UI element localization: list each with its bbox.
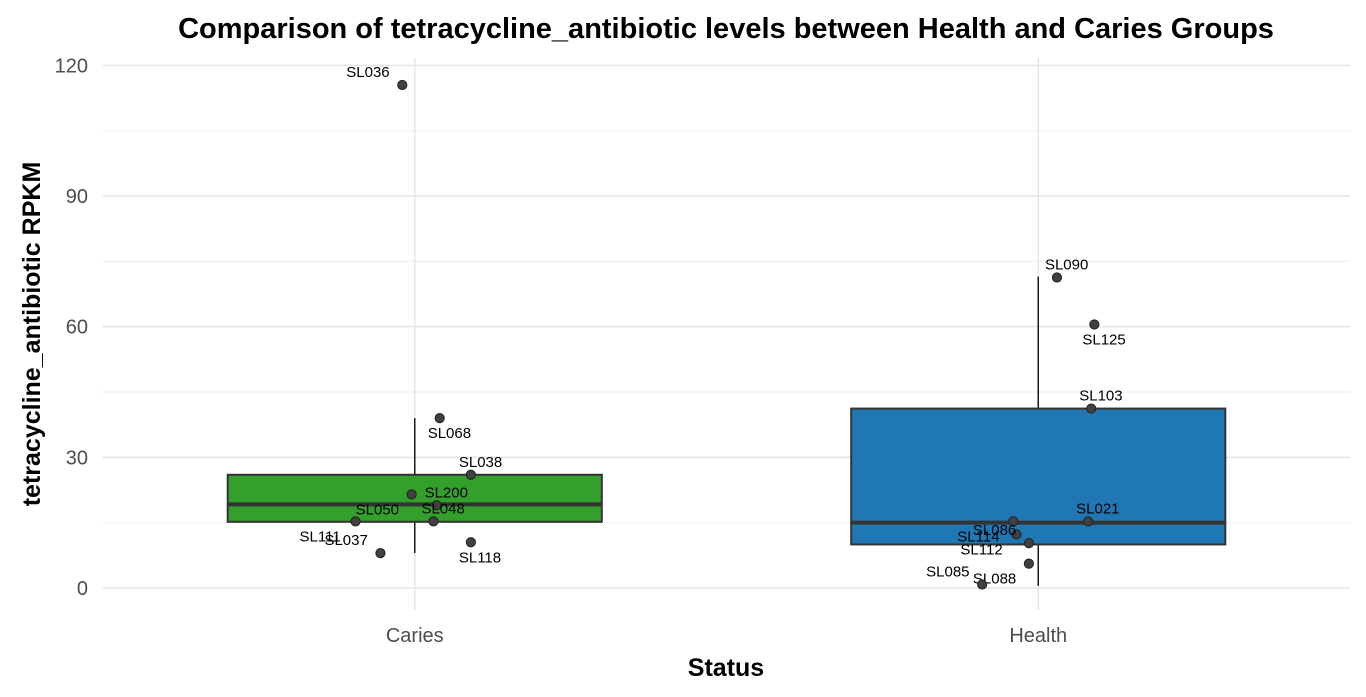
point-label: SL200 bbox=[425, 484, 468, 501]
data-point bbox=[397, 79, 408, 91]
y-tick-label: 0 bbox=[77, 578, 88, 600]
x-tick-label: Caries bbox=[386, 625, 444, 647]
data-point bbox=[1089, 319, 1100, 330]
data-point bbox=[465, 469, 476, 480]
point-label: SL118 bbox=[459, 549, 501, 566]
data-point bbox=[1008, 516, 1019, 527]
point-label: SL125 bbox=[1082, 332, 1125, 349]
data-point bbox=[465, 537, 476, 548]
x-axis-title: Status bbox=[688, 654, 764, 682]
data-point bbox=[977, 579, 988, 590]
y-tick-label: 60 bbox=[66, 317, 88, 339]
point-label: SL036 bbox=[346, 64, 389, 81]
tick-labels: 0 30 60 90 120 Caries Health bbox=[55, 55, 1068, 647]
point-label: SL021 bbox=[1076, 500, 1119, 517]
x-tick-label: Health bbox=[1009, 625, 1067, 647]
grid-lines bbox=[103, 58, 1350, 610]
data-point bbox=[428, 516, 439, 527]
point-label: SL111 bbox=[300, 528, 341, 545]
point-label: SL103 bbox=[1079, 388, 1122, 405]
data-point bbox=[434, 413, 445, 424]
point-label: SL037 bbox=[324, 532, 367, 549]
point-label: SL038 bbox=[459, 454, 502, 471]
points-layer: SL036 SL068 SL038 SL050 SL200 SL111 SL048 SL118… bbox=[300, 64, 1126, 590]
data-point bbox=[1023, 558, 1034, 569]
data-point bbox=[375, 548, 386, 559]
data-point bbox=[1051, 272, 1063, 283]
y-axis-title: tetracycline_antibiotic RPKM bbox=[18, 162, 46, 507]
point-label: SL086 bbox=[973, 522, 1016, 539]
boxes-layer bbox=[226, 276, 1227, 586]
point-label: SL068 bbox=[428, 425, 471, 442]
point-label: SL048 bbox=[421, 500, 464, 517]
point-label: SL114 bbox=[957, 528, 999, 545]
data-point bbox=[350, 516, 361, 527]
data-point bbox=[1011, 529, 1022, 540]
data-point bbox=[406, 489, 417, 500]
point-label: SL090 bbox=[1045, 256, 1088, 273]
point-label: SL112 bbox=[960, 541, 1002, 558]
y-tick-label: 120 bbox=[55, 55, 88, 77]
data-point bbox=[1083, 516, 1094, 527]
y-tick-label: 90 bbox=[66, 186, 88, 208]
data-point bbox=[1086, 403, 1097, 414]
point-label: SL085 bbox=[926, 564, 969, 581]
data-point bbox=[431, 500, 442, 511]
chart-title: Comparison of tetracycline_antibiotic le… bbox=[178, 13, 1274, 45]
point-label: SL050 bbox=[356, 501, 399, 518]
y-tick-label: 30 bbox=[66, 447, 88, 469]
data-point bbox=[1023, 538, 1034, 549]
